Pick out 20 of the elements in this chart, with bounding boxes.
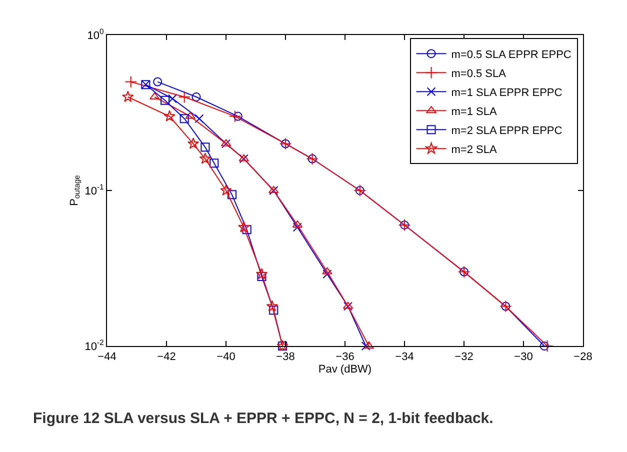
x-tick-label: −34 <box>395 351 414 364</box>
x-tick-label: −32 <box>454 351 474 364</box>
y-tick-label: 10$^{-2}$ <box>84 338 104 353</box>
x-tick-label: −42 <box>157 351 176 364</box>
x-tick-label: −28 <box>574 351 592 364</box>
x-tick-label: −38 <box>276 351 295 364</box>
x-tick-label: −44 <box>98 351 116 364</box>
y-tick-label: 10$^{-1}$ <box>84 182 104 198</box>
x-tick-label: −30 <box>514 351 533 364</box>
legend-label: m=0.5 SLA <box>451 68 507 80</box>
caption: Figure 12 SLA versus SLA + EPPR + EPPC, N = 2, 1-bit feedback. <box>33 410 494 427</box>
x-tick-label: −40 <box>216 351 236 364</box>
legend-label: m=1 SLA EPPR EPPC <box>451 86 562 99</box>
legend-label: m=0.5 SLA EPPR EPPC <box>451 48 572 61</box>
x-axis-title: Pav (dBW) <box>318 363 372 376</box>
legend-label: m=2 SLA EPPR EPPC <box>451 124 562 137</box>
x-tick-label: −36 <box>336 351 354 364</box>
legend-label: m=2 SLA <box>451 144 498 156</box>
y-tick-label: 10$^{0}$ <box>87 27 104 42</box>
legend-label: m=1 SLA <box>451 106 498 118</box>
